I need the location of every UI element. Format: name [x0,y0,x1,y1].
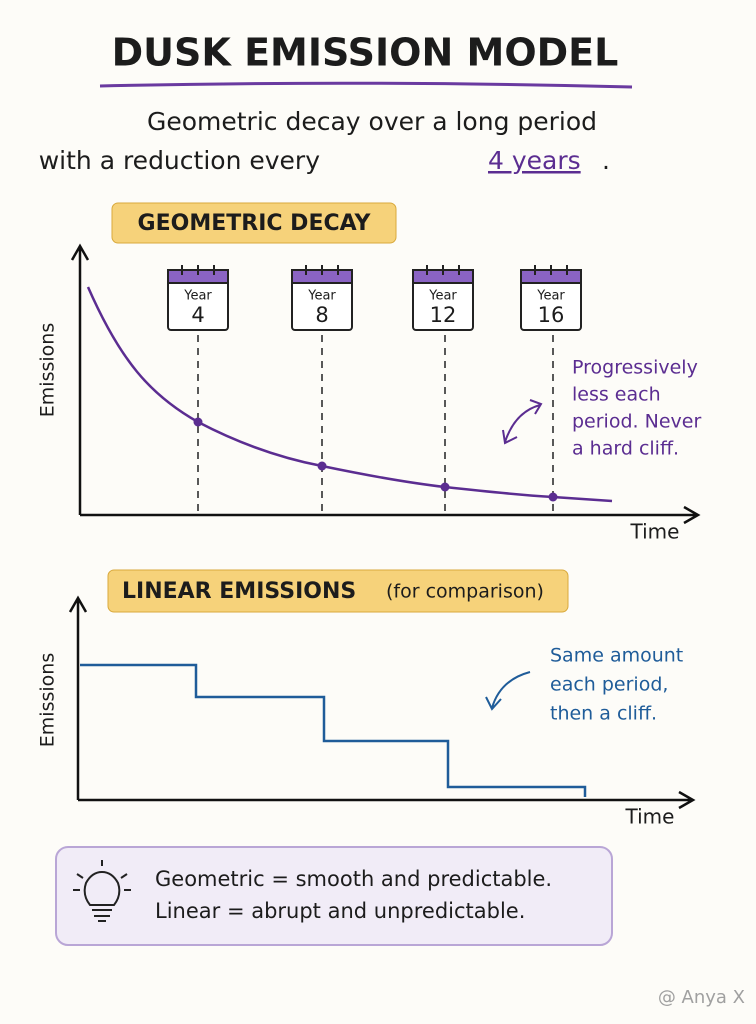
section-label: GEOMETRIC DECAY [138,211,372,236]
calendar-number: 12 [430,303,457,327]
period-points [193,417,558,502]
annotation-line: Same amount [550,645,683,667]
summary-line: Linear = abrupt and unpredictable. [155,899,525,923]
annotation-line: a hard cliff. [572,438,679,460]
double-arrow [502,399,543,445]
title-underline [99,81,633,89]
calendar-label: Year [183,289,212,304]
axes [68,595,696,810]
annotation-line: period. Never [572,411,701,433]
lightbulb-icon [73,860,131,922]
section-label-box [111,202,397,244]
summary-line: Geometric = smooth and predictable. [155,867,552,891]
calendar-label: Year [536,289,565,304]
axes [70,243,701,525]
subtitle-line: . [602,146,610,175]
calendar-number: 8 [315,303,328,327]
watermark: @ Anya X [658,987,745,1008]
arrow [485,671,531,711]
title: DUSK EMISSION MODEL [112,31,619,75]
calendar-number: 16 [538,303,565,327]
calendar-label: Year [428,289,457,304]
subtitle-line: Geometric decay over a long period [147,107,597,136]
x-axis-label: Time [625,805,675,829]
section-label: LINEAR EMISSIONS [122,579,356,604]
subtitle-highlight: 4 years [488,146,581,175]
section-label-box [107,569,569,613]
annotation-line: then a cliff. [550,703,657,725]
y-axis-label: Emissions [37,653,59,747]
annotation-line: each period, [550,674,668,696]
section-label-note: (for comparison) [386,581,544,603]
x-axis-label: Time [630,520,680,544]
step-line [80,663,587,797]
calendar-label: Year [307,289,336,304]
annotation-line: Progressively [572,357,698,379]
annotation-line: less each [572,384,661,406]
y-axis-label: Emissions [37,323,59,417]
summary-box [55,846,613,946]
subtitle-line: with a reduction every [39,146,320,175]
calendar-number: 4 [191,303,204,327]
